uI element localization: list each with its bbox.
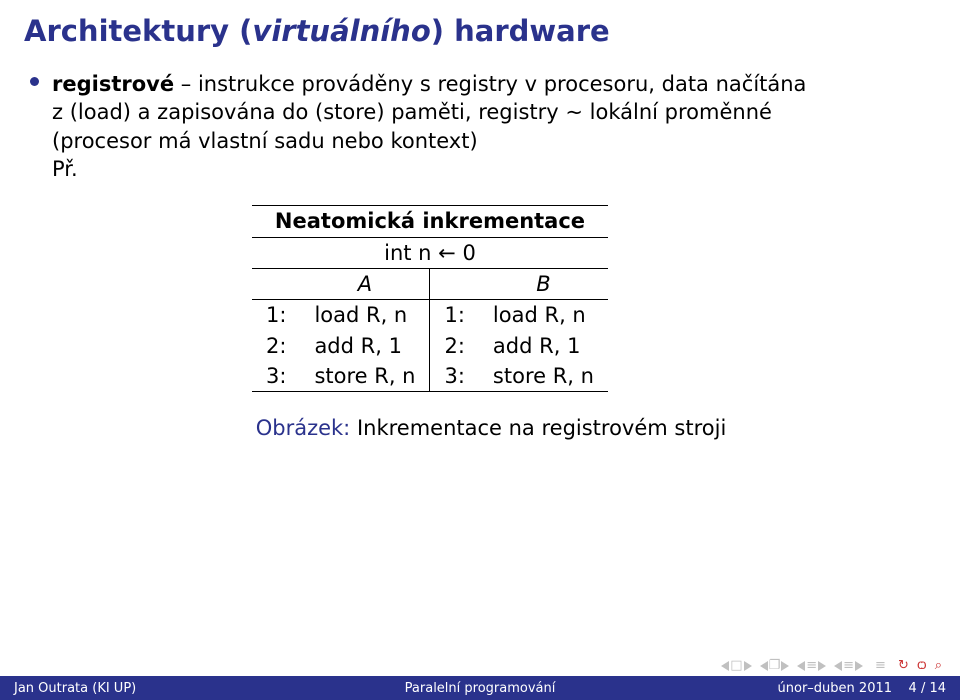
bullet-line2a: z (load) a zapisována do (store) paměti,… <box>52 100 565 124</box>
nav-lines-icon: ≡ <box>843 659 854 672</box>
triangle-right-icon <box>818 661 826 671</box>
row-3-num-b: 3: <box>430 361 479 392</box>
row-2-num-b: 2: <box>430 331 479 361</box>
footer-right: únor–duben 2011 4 / 14 <box>635 681 960 696</box>
title-post: hardware <box>444 14 610 48</box>
col-a-header: A <box>300 269 430 300</box>
title-pre: Architektury <box>24 14 239 48</box>
nav-lines-icon: ≡ <box>806 659 817 672</box>
slide-body: registrové – instrukce prováděny s regis… <box>20 70 930 443</box>
nav-bar: □ ❐ ≡ ≡ ≡ ↻ ѻ ⌕ <box>721 659 942 672</box>
row-2-b: add R, 1 <box>479 331 608 361</box>
footer-center: Paralelní programování <box>325 681 636 696</box>
nav-circle-arrow-icon[interactable]: ↻ <box>898 659 909 672</box>
row-3-b: store R, n <box>479 361 608 392</box>
title-paren-open: ( <box>239 14 252 48</box>
row-1-a: load R, n <box>300 300 430 331</box>
nav-first-group[interactable]: □ <box>721 659 751 672</box>
bullet-line3: (procesor má vlastní sadu nebo kontext) <box>52 129 478 153</box>
bullet-item: registrové – instrukce prováděny s regis… <box>20 70 930 443</box>
footer-page: 4 / 14 <box>909 681 946 696</box>
row-1-num-a: 1: <box>252 300 300 331</box>
nav-fourth-group[interactable]: ≡ <box>834 659 863 672</box>
triangle-left-icon <box>797 661 805 671</box>
title-paren-close: ) <box>431 14 444 48</box>
col-b-header: B <box>479 269 608 300</box>
figure-caption: Obrázek: Inkrementace na registrovém str… <box>52 414 930 442</box>
nav-search-icon[interactable]: ⌕ <box>935 659 942 672</box>
row-3-num-a: 3: <box>252 361 300 392</box>
tilde-symbol: ∼ <box>565 100 583 124</box>
slide-title: Architektury (virtuálního) hardware <box>24 14 610 48</box>
bullet-icon <box>30 77 39 86</box>
caption-label: Obrázek: <box>256 416 351 440</box>
nav-lines-icon[interactable]: ≡ <box>871 659 890 672</box>
title-ital: virtuálního <box>252 14 430 48</box>
row-1-num-b: 1: <box>430 300 479 331</box>
row-2-num-a: 2: <box>252 331 300 361</box>
triangle-right-icon <box>744 661 752 671</box>
triangle-left-icon <box>760 661 768 671</box>
footer-bar: Jan Outrata (KI UP) Paralelní programová… <box>0 676 960 700</box>
nav-box-icon: □ <box>730 659 742 672</box>
nav-third-group[interactable]: ≡ <box>797 659 826 672</box>
footer-date: únor–duben 2011 <box>778 681 892 696</box>
increment-table: Neatomická inkrementace int n ← 0 A B <box>252 205 608 392</box>
shared-pre: int n <box>384 241 438 265</box>
bullet-line1: instrukce prováděny s registry v proceso… <box>198 72 806 96</box>
triangle-right-icon <box>855 661 863 671</box>
nav-alpha-icon[interactable]: ѻ <box>917 659 927 672</box>
bullet-term: registrové <box>52 72 174 96</box>
triangle-right-icon <box>781 661 789 671</box>
row-1-b: load R, n <box>479 300 608 331</box>
row-3-a: store R, n <box>300 361 430 392</box>
table-heading: Neatomická inkrementace <box>252 206 608 237</box>
nav-doc-icon: ❐ <box>769 659 781 672</box>
shared-post: 0 <box>456 241 476 265</box>
triangle-left-icon <box>834 661 842 671</box>
triangle-left-icon <box>721 661 729 671</box>
footer-left: Jan Outrata (KI UP) <box>0 681 325 696</box>
bullet-line2b: lokální proměnné <box>583 100 772 124</box>
row-2-a: add R, 1 <box>300 331 430 361</box>
bullet-line4: Př. <box>52 157 78 181</box>
caption-text: Inkrementace na registrovém stroji <box>350 416 726 440</box>
leftarrow-icon: ← <box>438 241 456 265</box>
table-wrap: Neatomická inkrementace int n ← 0 A B <box>252 205 930 392</box>
table-shared: int n ← 0 <box>252 237 608 268</box>
nav-second-group[interactable]: ❐ <box>760 659 790 672</box>
bullet-sep: – <box>174 72 198 96</box>
